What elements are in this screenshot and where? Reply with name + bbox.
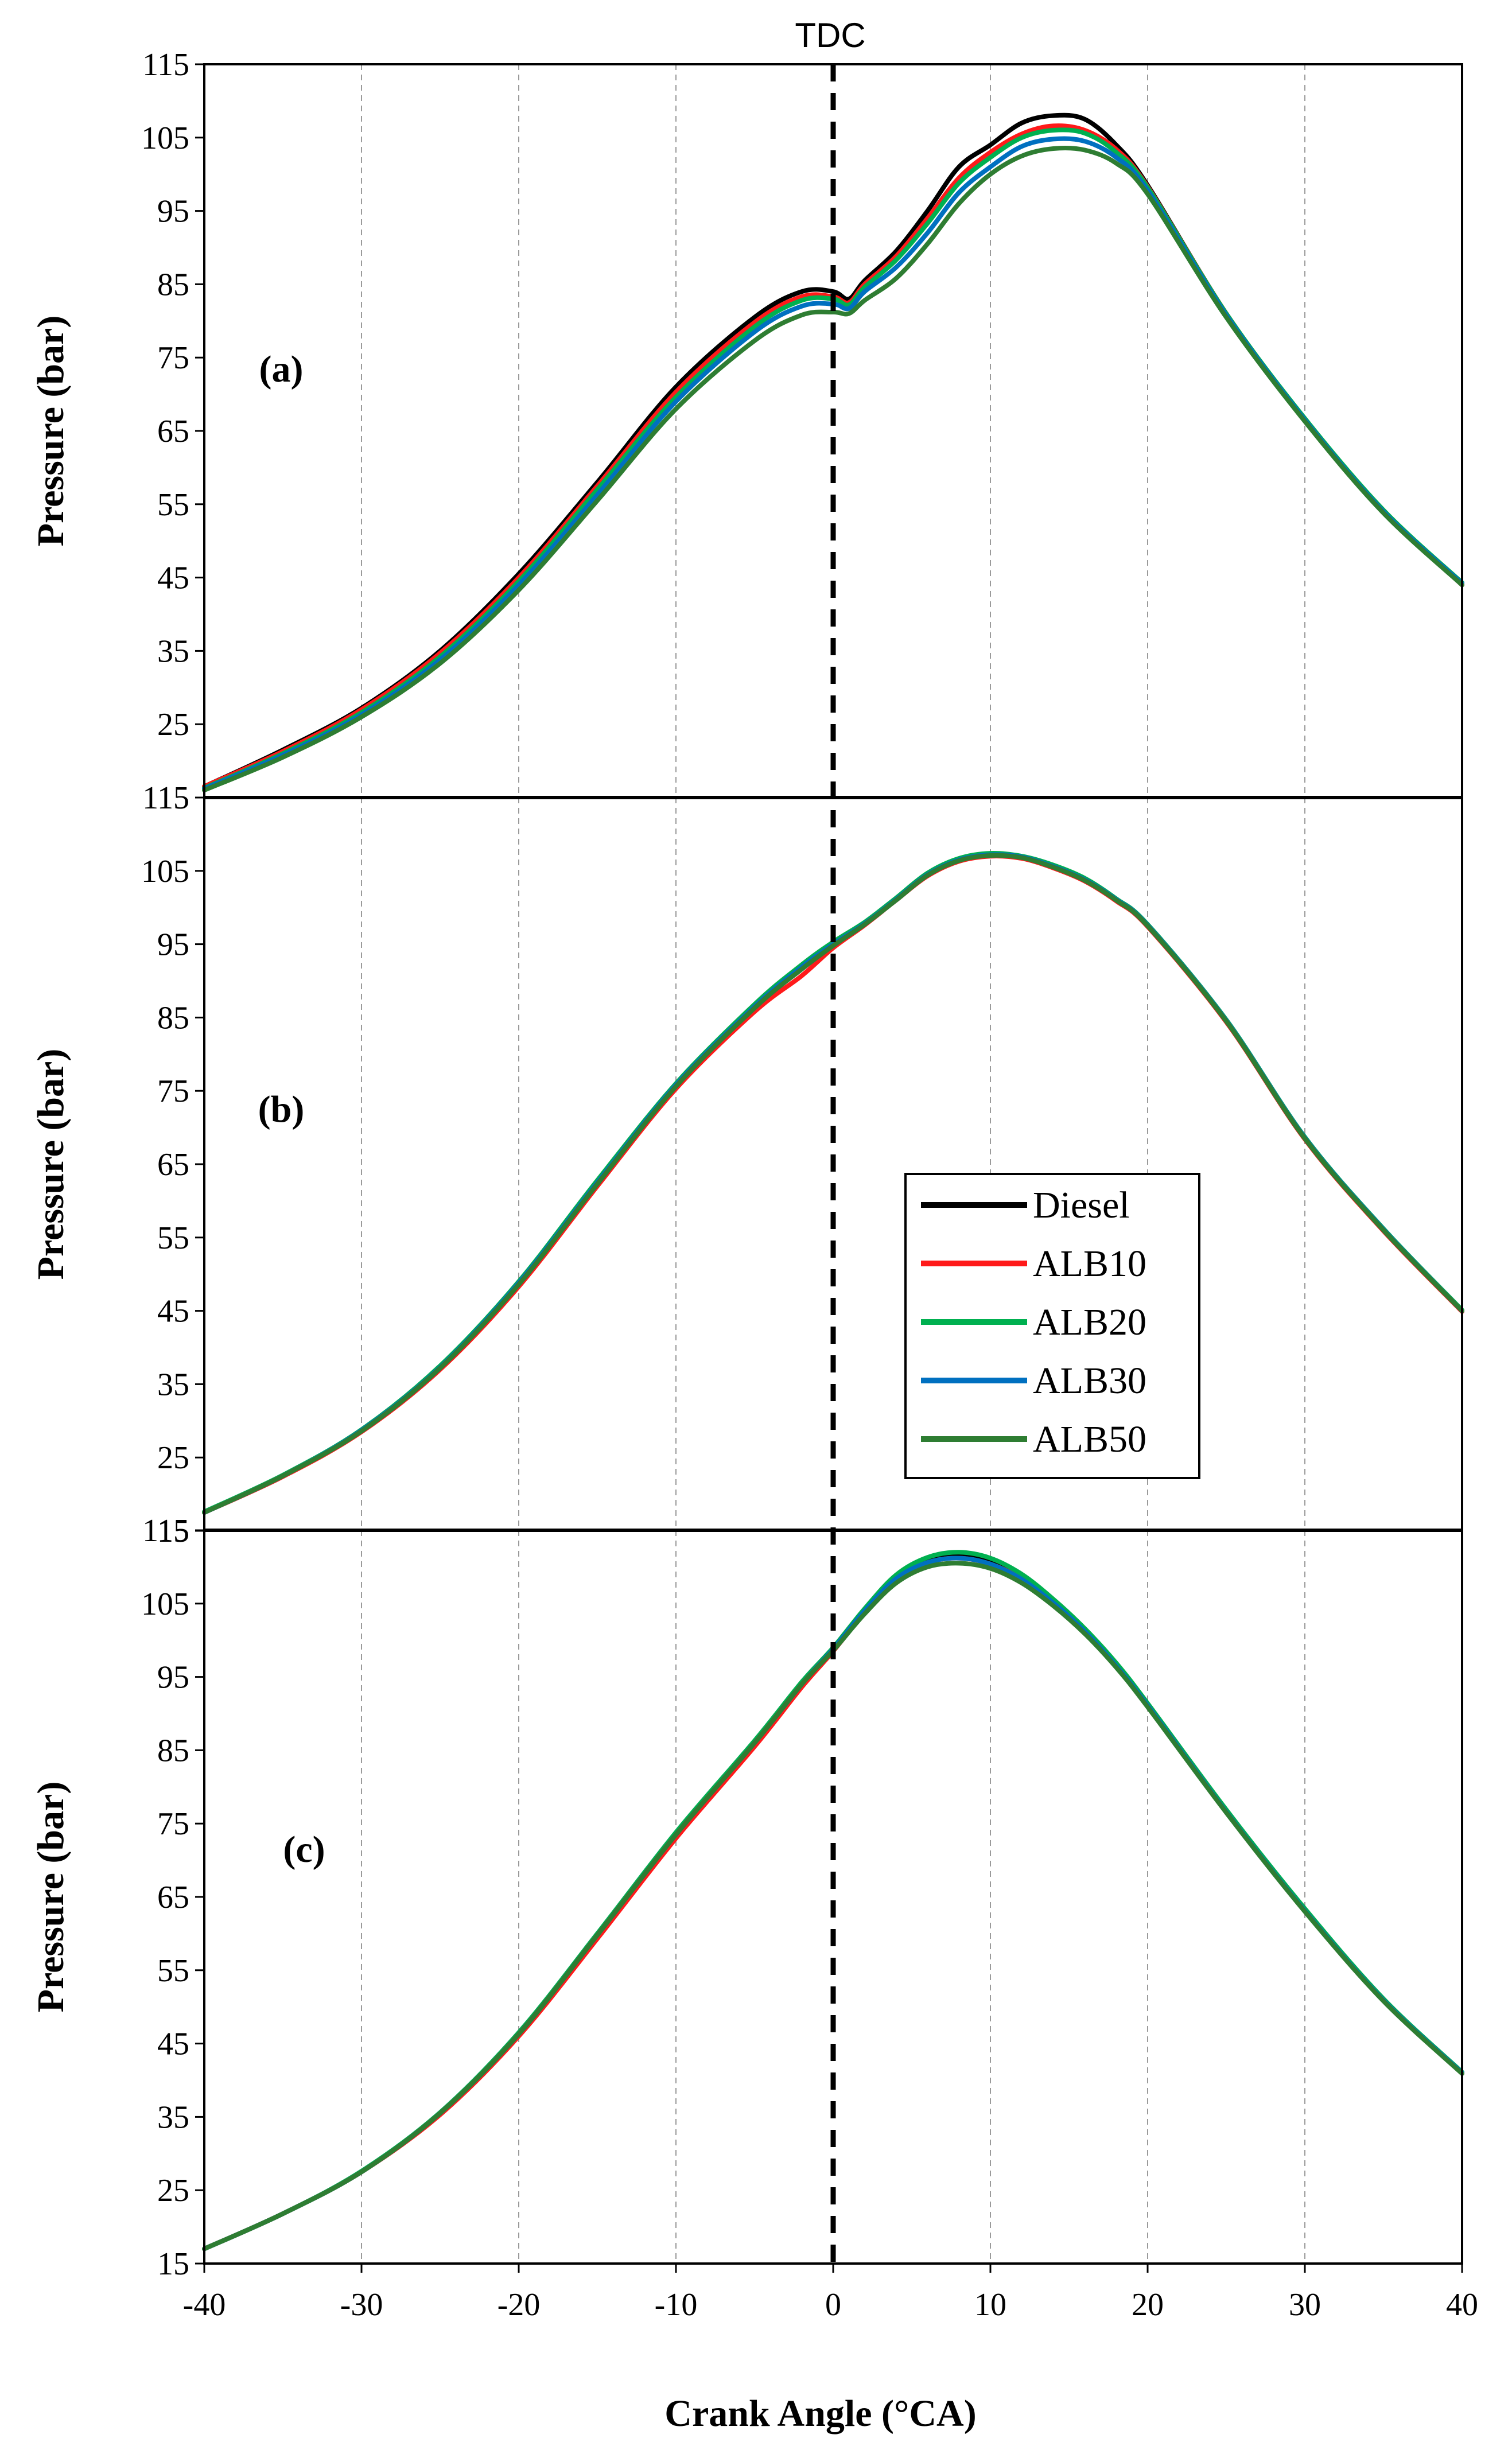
legend-label-alb10: ALB10	[1033, 1243, 1146, 1285]
y-tick-label: 85	[157, 1733, 189, 1768]
y-tick-label: 15	[157, 780, 189, 816]
legend-items: Diesel ALB10 ALB20 ALB30 ALB50	[921, 1184, 1146, 1460]
y-tick-label: 85	[157, 1000, 189, 1036]
x-tick-label: -10	[655, 2287, 698, 2323]
series-line-alb50	[202, 145, 1464, 793]
y-tick-label: 75	[157, 340, 189, 376]
y-tick-label: 25	[157, 2173, 189, 2208]
x-tick-label: -40	[183, 2287, 226, 2323]
y-tick-label: 105	[141, 854, 189, 889]
y-tick-label: 115	[142, 1513, 189, 1549]
y-tick-label: 15	[157, 1514, 189, 1549]
x-tick-label: 30	[1289, 2287, 1321, 2323]
y-axis-title: Pressure (bar)	[30, 316, 72, 547]
tick-layer: 15 25 35 45 55 65 75 85 95 105 115 Pressure (bar) 15…	[30, 47, 1478, 2323]
y-tick-label: 95	[157, 1660, 189, 1696]
y-tick-label: 45	[157, 1294, 189, 1329]
y-tick-label: 65	[157, 414, 189, 449]
y-axis-title: Pressure (bar)	[30, 1049, 72, 1280]
y-tick-label: 75	[157, 1806, 189, 1842]
x-tick-label: 10	[974, 2287, 1006, 2323]
x-tick-label: -30	[340, 2287, 383, 2323]
y-tick-label: 105	[141, 1586, 189, 1622]
series-line-alb50	[202, 1561, 1464, 2251]
y-tick-label: 15	[157, 2246, 189, 2282]
y-tick-label: 35	[157, 1367, 189, 1402]
y-tick-label: 85	[157, 267, 189, 302]
panel-label: (a)	[259, 348, 304, 390]
x-tick-label: 0	[825, 2287, 841, 2323]
legend-label-alb30: ALB30	[1033, 1360, 1146, 1402]
y-tick-label: 35	[157, 633, 189, 669]
panel-label: (c)	[283, 1829, 325, 1871]
x-tick-label: 40	[1446, 2287, 1478, 2323]
y-tick-label: 105	[141, 120, 189, 156]
series-layer	[202, 112, 1464, 2251]
legend-label-alb20: ALB20	[1033, 1301, 1146, 1343]
y-tick-label: 55	[157, 487, 189, 523]
grid-layer	[361, 64, 1305, 2264]
y-tick-label: 55	[157, 1953, 189, 1989]
legend-box	[904, 1173, 1200, 1479]
tdc-label: TDC	[795, 16, 865, 55]
panel-label-layer: (a) (b) (c)	[258, 348, 325, 1871]
panel-label: (b)	[258, 1088, 305, 1130]
y-tick-label: 25	[157, 1440, 189, 1476]
y-tick-label: 115	[142, 47, 189, 83]
y-tick-label: 55	[157, 1220, 189, 1256]
y-tick-label: 35	[157, 2099, 189, 2135]
y-tick-label: 45	[157, 561, 189, 596]
x-axis-title: Crank Angle (°CA)	[664, 2393, 976, 2435]
y-tick-label: 95	[157, 194, 189, 230]
y-tick-label: 75	[157, 1074, 189, 1109]
y-tick-label: 95	[157, 927, 189, 963]
y-axis-title: Pressure (bar)	[30, 1782, 72, 2013]
series-line-alb50	[202, 853, 1464, 1515]
legend-label-alb50: ALB50	[1033, 1418, 1146, 1460]
y-tick-label: 65	[157, 1880, 189, 1915]
x-tick-label: 20	[1132, 2287, 1164, 2323]
y-tick-label: 65	[157, 1147, 189, 1183]
x-tick-label: -20	[497, 2287, 541, 2323]
y-tick-label: 25	[157, 707, 189, 742]
y-tick-label: 115	[142, 780, 189, 816]
y-tick-label: 45	[157, 2027, 189, 2062]
legend-label-diesel: Diesel	[1033, 1184, 1130, 1226]
legend: Diesel ALB10 ALB20 ALB30 ALB50	[904, 1173, 1200, 1479]
